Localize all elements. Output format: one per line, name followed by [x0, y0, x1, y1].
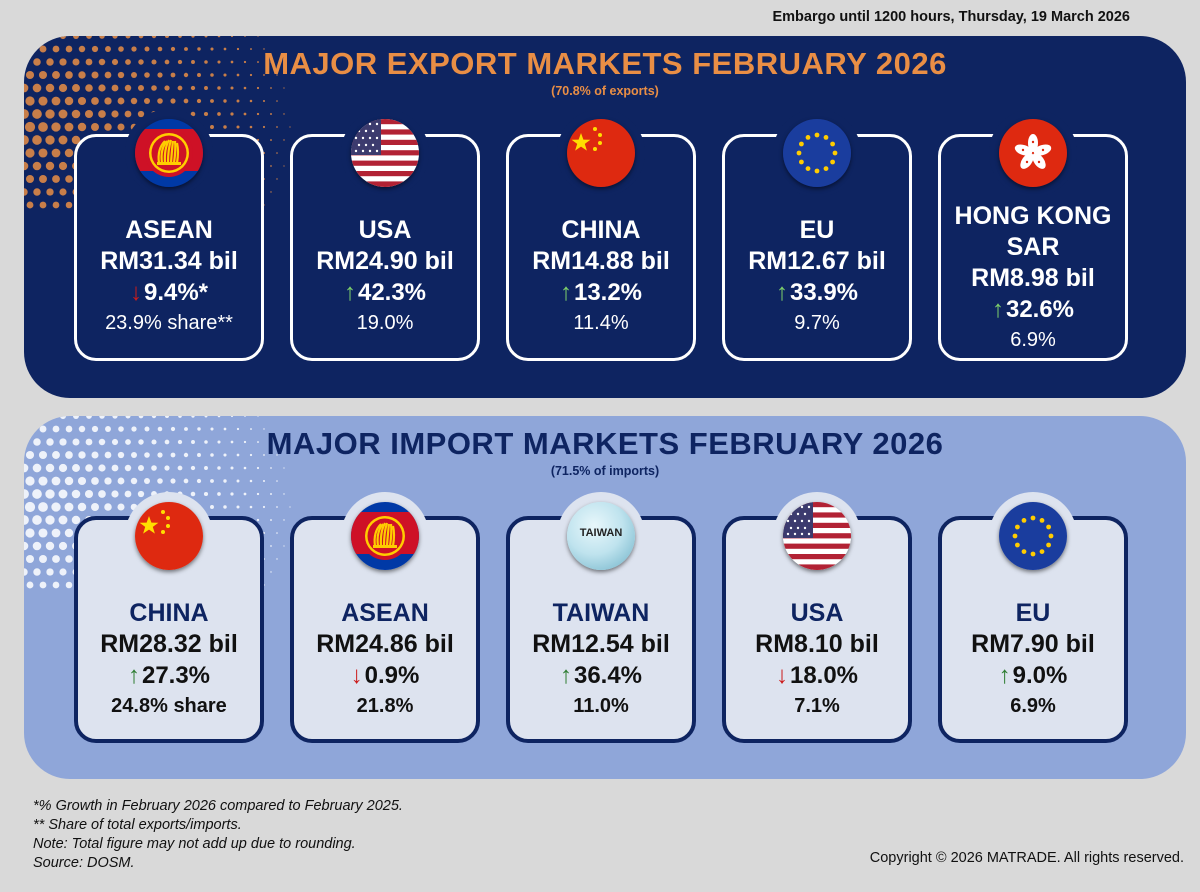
arrow-up-icon: ↑	[127, 662, 140, 689]
market-value: RM31.34 bil	[100, 247, 238, 275]
market-value: RM14.88 bil	[532, 247, 670, 275]
market-share: 24.8% share	[111, 695, 227, 717]
market-value: RM12.67 bil	[748, 247, 886, 275]
market-growth: ↓0.9%	[350, 662, 420, 689]
market-share: 9.7%	[794, 312, 840, 334]
export-panel-subtitle: (70.8% of exports)	[551, 84, 659, 98]
import-panel-title: MAJOR IMPORT MARKETS FEBRUARY 2026	[266, 426, 944, 461]
market-share: 19.0%	[356, 312, 414, 334]
eu-flag-icon	[999, 502, 1067, 570]
market-growth: ↑32.6%	[991, 296, 1075, 323]
import-card-asean: ASEAN RM24.86 bil ↓0.9% 21.8%	[290, 492, 480, 743]
footnote-share: ** Share of total exports/imports.	[33, 817, 242, 833]
import-card-taiwan: TAIWAN TAIWAN RM12.54 bil ↑36.4% 11.0%	[506, 492, 696, 743]
footnote-growth: *% Growth in February 2026 compared to F…	[33, 798, 403, 814]
arrow-up-icon: ↑	[998, 662, 1011, 689]
market-value: RM7.90 bil	[971, 630, 1095, 658]
taiwan-badge-icon: TAIWAN	[567, 502, 635, 570]
market-name: USA	[790, 599, 844, 627]
market-growth: ↑42.3%	[343, 279, 427, 306]
import-panel-subtitle: (71.5% of imports)	[550, 464, 660, 478]
footnote-source: Source: DOSM.	[33, 855, 135, 871]
arrow-down-icon: ↓	[129, 279, 142, 306]
export-card-eu: EU RM12.67 bil ↑33.9% 9.7%	[722, 109, 912, 361]
arrow-down-icon: ↓	[350, 662, 363, 689]
export-panel-title: MAJOR EXPORT MARKETS FEBRUARY 2026	[263, 46, 947, 81]
market-name: EU	[799, 216, 835, 244]
embargo-notice: Embargo until 1200 hours, Thursday, 19 M…	[772, 9, 1130, 25]
footnote-rounding: Note: Total figure may not add up due to…	[33, 836, 356, 852]
arrow-up-icon: ↑	[343, 279, 356, 306]
market-value: RM24.90 bil	[316, 247, 454, 275]
market-growth: ↑33.9%	[775, 279, 859, 306]
market-growth: ↓9.4%*	[129, 279, 209, 306]
export-markets-panel: MAJOR EXPORT MARKETS FEBRUARY 2026 (70.8…	[24, 36, 1186, 398]
market-growth: ↓18.0%	[775, 662, 859, 689]
arrow-up-icon: ↑	[991, 296, 1004, 323]
china-flag-icon	[567, 119, 635, 187]
market-growth: ↑27.3%	[127, 662, 211, 689]
market-name: CHINA	[129, 599, 209, 627]
market-share: 6.9%	[1010, 329, 1056, 351]
usa-flag-icon	[783, 502, 851, 570]
market-share: 7.1%	[794, 695, 840, 717]
market-name: HONG KONG	[954, 202, 1112, 230]
market-share: 11.0%	[573, 695, 629, 717]
asean-flag-icon	[351, 502, 419, 570]
market-name: ASEAN	[341, 599, 429, 627]
market-share: 11.4%	[573, 312, 629, 334]
market-growth: ↑13.2%	[559, 279, 643, 306]
market-value: RM12.54 bil	[532, 630, 670, 658]
market-value: RM8.98 bil	[971, 264, 1095, 292]
market-value: RM28.32 bil	[100, 630, 238, 658]
market-name: CHINA	[561, 216, 641, 244]
import-card-usa: USA RM8.10 bil ↓18.0% 7.1%	[722, 492, 912, 743]
market-name: USA	[358, 216, 412, 244]
import-card-eu: EU RM7.90 bil ↑9.0% 6.9%	[938, 492, 1128, 743]
market-growth: ↑36.4%	[559, 662, 643, 689]
market-value: RM8.10 bil	[755, 630, 879, 658]
market-share: 6.9%	[1010, 695, 1056, 717]
arrow-up-icon: ↑	[559, 279, 572, 306]
market-name: ASEAN	[125, 216, 213, 244]
copyright-notice: Copyright © 2026 MATRADE. All rights res…	[869, 850, 1184, 866]
asean-flag-icon	[135, 119, 203, 187]
usa-flag-icon	[351, 119, 419, 187]
market-name: EU	[1015, 599, 1051, 627]
import-card-china: CHINA RM28.32 bil ↑27.3% 24.8% share	[74, 492, 264, 743]
export-card-asean: ASEAN RM31.34 bil ↓9.4%* 23.9% share**	[74, 109, 264, 361]
market-name-line2: SAR	[1006, 233, 1060, 261]
china-flag-icon	[135, 502, 203, 570]
export-card-hongkong: HONG KONG SAR RM8.98 bil ↑32.6% 6.9%	[938, 109, 1128, 361]
import-markets-panel: MAJOR IMPORT MARKETS FEBRUARY 2026 (71.5…	[24, 416, 1186, 779]
export-card-usa: USA RM24.90 bil ↑42.3% 19.0%	[290, 109, 480, 361]
arrow-up-icon: ↑	[775, 279, 788, 306]
market-name: TAIWAN	[552, 599, 650, 627]
market-growth: ↑9.0%	[998, 662, 1068, 689]
eu-flag-icon	[783, 119, 851, 187]
arrow-up-icon: ↑	[559, 662, 572, 689]
export-card-china: CHINA RM14.88 bil ↑13.2% 11.4%	[506, 109, 696, 361]
taiwan-badge-text: TAIWAN	[579, 527, 623, 539]
arrow-down-icon: ↓	[775, 662, 788, 689]
market-value: RM24.86 bil	[316, 630, 454, 658]
hongkong-flag-icon	[999, 119, 1067, 187]
market-share: 23.9% share**	[105, 312, 233, 334]
market-share: 21.8%	[356, 695, 414, 717]
footnotes: *% Growth in February 2026 compared to F…	[33, 797, 403, 873]
